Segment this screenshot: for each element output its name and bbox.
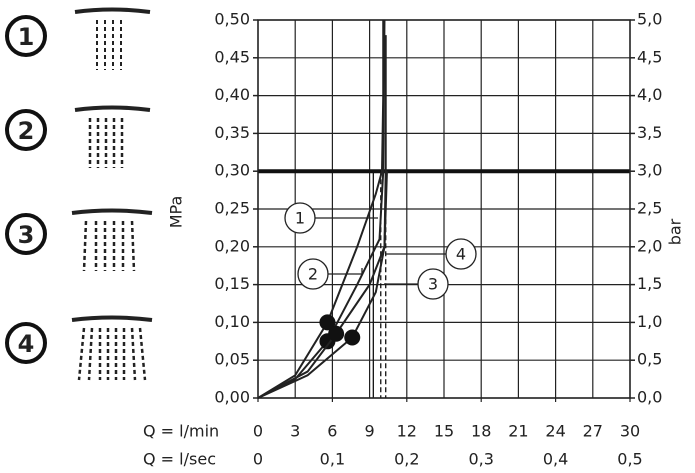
mode-label: 4 bbox=[18, 330, 35, 358]
y2-tick-label: 1,0 bbox=[637, 312, 662, 331]
data-point bbox=[328, 325, 345, 342]
data-point bbox=[344, 329, 361, 346]
y-tick-label: 0,35 bbox=[214, 123, 250, 142]
x2-tick-label: 0,3 bbox=[468, 450, 493, 469]
x2-tick-label: 0,1 bbox=[320, 450, 345, 469]
y2-tick-label: 1,5 bbox=[637, 274, 662, 293]
callout-circle bbox=[284, 202, 316, 234]
y2-tick-label: 2,5 bbox=[637, 199, 662, 218]
mode-label: 1 bbox=[18, 23, 35, 51]
x-axis-label: Q = l/min bbox=[143, 422, 219, 441]
x2-tick-label: 0,4 bbox=[543, 450, 568, 469]
y2-axis-label: bar bbox=[666, 218, 685, 245]
callout-leader bbox=[313, 268, 363, 275]
x-tick-label: 18 bbox=[471, 422, 491, 441]
y2-tick-label: 4,0 bbox=[637, 85, 662, 104]
y2-tick-label: 2,0 bbox=[637, 236, 662, 255]
x-tick-label: 21 bbox=[508, 422, 528, 441]
callout-circle bbox=[297, 258, 329, 290]
y2-tick-label: 0,0 bbox=[637, 388, 662, 407]
y-tick-label: 0,30 bbox=[214, 161, 250, 180]
mode-badge bbox=[5, 109, 47, 151]
y-tick-label: 0,50 bbox=[214, 10, 250, 29]
x-tick-label: 12 bbox=[397, 422, 417, 441]
y2-tick-label: 4,5 bbox=[637, 47, 662, 66]
mode-label: 2 bbox=[18, 117, 35, 145]
mode-label: 3 bbox=[18, 221, 35, 249]
x2-tick-label: 0,5 bbox=[617, 450, 642, 469]
curve bbox=[257, 171, 388, 399]
callout-label: 3 bbox=[428, 275, 438, 294]
x-tick-label: 0 bbox=[253, 422, 263, 441]
callout-circle bbox=[417, 268, 449, 300]
y-tick-label: 0,10 bbox=[214, 312, 250, 331]
callout-label: 2 bbox=[308, 265, 318, 284]
callout-circle bbox=[445, 238, 477, 270]
y-tick-label: 0,25 bbox=[214, 199, 250, 218]
x2-axis-label: Q = l/sec bbox=[143, 450, 216, 469]
y-tick-label: 0,45 bbox=[214, 47, 250, 66]
y2-tick-label: 5,0 bbox=[637, 10, 662, 29]
x-tick-label: 30 bbox=[620, 422, 640, 441]
mode-badge bbox=[5, 322, 47, 364]
y-tick-label: 0,05 bbox=[214, 350, 250, 369]
y-axis-label: MPa bbox=[167, 196, 186, 229]
x-tick-label: 15 bbox=[434, 422, 454, 441]
data-point bbox=[319, 314, 336, 331]
x-tick-label: 3 bbox=[290, 422, 300, 441]
x-tick-label: 24 bbox=[545, 422, 565, 441]
plot-frame bbox=[257, 19, 631, 399]
mode-badge bbox=[5, 213, 47, 255]
y-tick-label: 0,40 bbox=[214, 85, 250, 104]
x-tick-label: 6 bbox=[327, 422, 337, 441]
x2-tick-label: 0 bbox=[253, 450, 263, 469]
y2-tick-label: 3,5 bbox=[637, 123, 662, 142]
mode-badge bbox=[5, 15, 47, 57]
callout-label: 4 bbox=[456, 245, 466, 264]
y-tick-label: 0,20 bbox=[214, 236, 250, 255]
y2-tick-label: 3,0 bbox=[637, 161, 662, 180]
shower-icons bbox=[71, 7, 153, 381]
y-tick-label: 0,00 bbox=[214, 388, 250, 407]
curve bbox=[257, 35, 387, 399]
x-tick-label: 9 bbox=[365, 422, 375, 441]
y2-tick-label: 0,5 bbox=[637, 350, 662, 369]
y-tick-label: 0,15 bbox=[214, 274, 250, 293]
x2-tick-label: 0,2 bbox=[394, 450, 419, 469]
callout-label: 1 bbox=[295, 209, 305, 228]
x-tick-label: 27 bbox=[583, 422, 603, 441]
